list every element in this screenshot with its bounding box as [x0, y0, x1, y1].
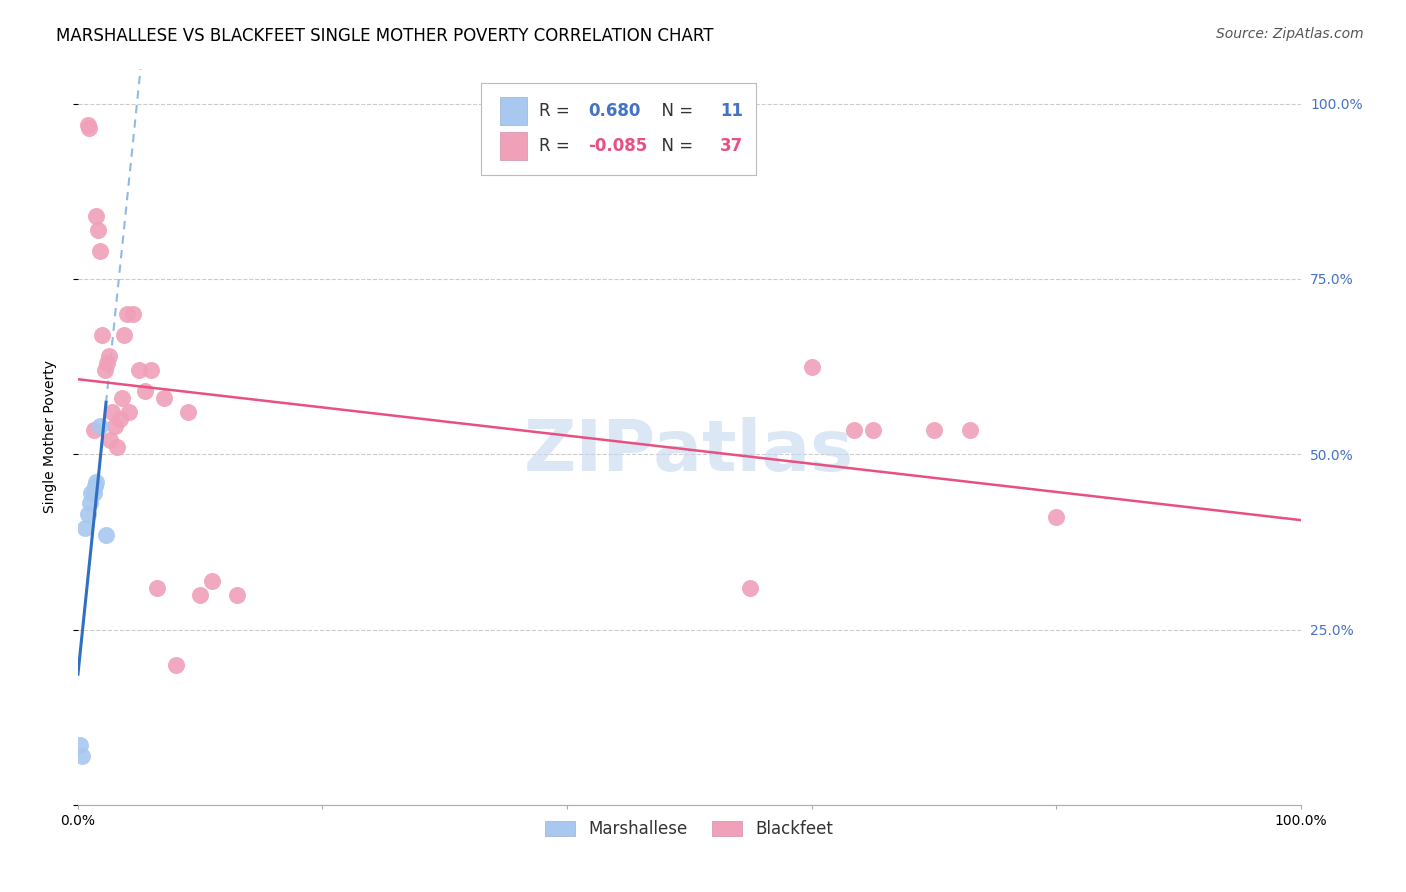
FancyBboxPatch shape [481, 83, 756, 176]
Point [115, 307, 138, 321]
Point [89, 244, 111, 258]
Point [146, 581, 169, 595]
Point [165, 657, 187, 672]
Point [96, 356, 118, 370]
Point [104, 419, 127, 434]
Point [94, 528, 117, 542]
Text: 0.680: 0.680 [588, 103, 640, 120]
Point [844, 423, 866, 437]
Text: -0.085: -0.085 [588, 136, 647, 155]
Point [922, 423, 945, 437]
Bar [499, 97, 527, 125]
Text: MARSHALLESE VS BLACKFEET SINGLE MOTHER POVERTY CORRELATION CHART: MARSHALLESE VS BLACKFEET SINGLE MOTHER P… [56, 27, 714, 45]
Point [111, 391, 134, 405]
Point [122, 307, 145, 321]
Point [75, 521, 97, 535]
Point [86, 223, 108, 237]
Text: R =: R = [538, 103, 575, 120]
Point [84, 209, 107, 223]
Point [89, 419, 111, 434]
Point [91, 328, 114, 343]
Point [94, 363, 117, 377]
Text: 37: 37 [720, 136, 742, 155]
Point [1045, 510, 1067, 524]
Text: ZIPatlas: ZIPatlas [524, 417, 855, 486]
Point [76, 507, 98, 521]
Point [177, 405, 200, 419]
Point [740, 581, 762, 595]
Point [79, 496, 101, 510]
Text: 11: 11 [720, 103, 742, 120]
Point [80, 486, 103, 500]
Point [800, 359, 823, 374]
Point [70, 748, 93, 763]
Point [959, 423, 981, 437]
Point [101, 405, 124, 419]
Point [118, 405, 141, 419]
Point [112, 328, 135, 343]
Point [105, 440, 128, 454]
Bar [499, 132, 527, 160]
Point [83, 486, 105, 500]
Point [83, 423, 105, 437]
Point [134, 384, 156, 399]
Point [76, 118, 98, 132]
Point [862, 423, 884, 437]
Legend: Marshallese, Blackfeet: Marshallese, Blackfeet [538, 814, 841, 845]
Point [225, 588, 247, 602]
Point [98, 434, 121, 448]
Text: R =: R = [538, 136, 575, 155]
Point [141, 363, 163, 377]
Point [97, 349, 120, 363]
Text: N =: N = [651, 103, 699, 120]
Point [201, 574, 224, 588]
Text: Source: ZipAtlas.com: Source: ZipAtlas.com [1216, 27, 1364, 41]
Point [84, 479, 107, 493]
Point [188, 588, 211, 602]
Point [69, 739, 91, 753]
Point [84, 475, 107, 490]
Point [152, 391, 174, 405]
Point [108, 412, 131, 426]
Text: N =: N = [651, 136, 699, 155]
Point [77, 121, 100, 136]
Y-axis label: Single Mother Poverty: Single Mother Poverty [44, 360, 58, 513]
Point [128, 363, 150, 377]
